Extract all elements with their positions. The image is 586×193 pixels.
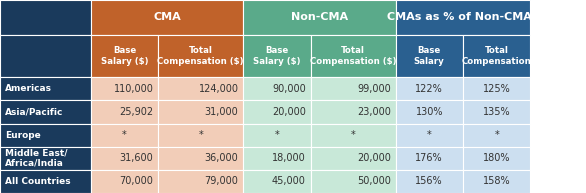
Text: 25,902: 25,902 — [120, 107, 154, 117]
Bar — [311, 147, 396, 170]
Bar — [396, 77, 463, 100]
Text: 124,000: 124,000 — [199, 84, 239, 94]
Text: *: * — [427, 130, 432, 140]
Bar — [91, 124, 158, 147]
Text: 156%: 156% — [415, 176, 443, 186]
Text: 130%: 130% — [415, 107, 443, 117]
Bar — [463, 35, 530, 77]
Text: *: * — [494, 130, 499, 140]
Text: Americas: Americas — [5, 84, 52, 93]
Bar — [463, 147, 530, 170]
Bar — [463, 170, 530, 193]
Text: 20,000: 20,000 — [357, 153, 391, 163]
Text: 79,000: 79,000 — [205, 176, 239, 186]
Bar — [0, 35, 91, 77]
Text: CMAs as % of Non-CMAs: CMAs as % of Non-CMAs — [387, 12, 539, 22]
Bar — [91, 77, 158, 100]
Text: *: * — [122, 130, 127, 140]
Bar — [243, 0, 396, 35]
Bar — [311, 170, 396, 193]
Text: Base
Salary: Base Salary — [414, 46, 445, 66]
Bar — [91, 170, 158, 193]
Text: *: * — [198, 130, 203, 140]
Text: 70,000: 70,000 — [120, 176, 154, 186]
Bar — [91, 35, 158, 77]
Text: Total
Compensation: Total Compensation — [462, 46, 532, 66]
Bar — [158, 170, 243, 193]
Bar — [0, 170, 91, 193]
Text: Middle East/
Africa/India: Middle East/ Africa/India — [5, 149, 67, 168]
Bar — [243, 147, 311, 170]
Bar — [243, 77, 311, 100]
Text: 23,000: 23,000 — [357, 107, 391, 117]
Bar — [463, 100, 530, 124]
Text: Base
Salary ($): Base Salary ($) — [101, 46, 148, 66]
Bar — [396, 124, 463, 147]
Bar — [91, 147, 158, 170]
Text: Non-CMA: Non-CMA — [291, 12, 348, 22]
Bar — [396, 0, 530, 35]
Bar — [158, 100, 243, 124]
Text: 31,600: 31,600 — [120, 153, 154, 163]
Text: 158%: 158% — [483, 176, 510, 186]
Text: 125%: 125% — [483, 84, 510, 94]
Text: Total
Compensation ($): Total Compensation ($) — [310, 46, 396, 66]
Text: *: * — [274, 130, 280, 140]
Bar — [396, 100, 463, 124]
Bar — [396, 35, 463, 77]
Text: Total
Compensation ($): Total Compensation ($) — [158, 46, 244, 66]
Text: Asia/Pacific: Asia/Pacific — [5, 108, 63, 116]
Text: Europe: Europe — [5, 131, 40, 140]
Bar — [311, 77, 396, 100]
Text: CMA: CMA — [153, 12, 181, 22]
Text: 18,000: 18,000 — [272, 153, 306, 163]
Bar — [311, 35, 396, 77]
Text: *: * — [350, 130, 356, 140]
Bar — [311, 100, 396, 124]
Text: 45,000: 45,000 — [272, 176, 306, 186]
Bar — [91, 0, 243, 35]
Bar — [243, 35, 311, 77]
Bar — [396, 170, 463, 193]
Text: 31,000: 31,000 — [205, 107, 239, 117]
Bar — [243, 170, 311, 193]
Bar — [158, 124, 243, 147]
Text: 135%: 135% — [483, 107, 510, 117]
Bar — [0, 0, 91, 35]
Bar — [311, 124, 396, 147]
Bar — [243, 100, 311, 124]
Bar — [243, 124, 311, 147]
Bar — [158, 77, 243, 100]
Bar — [0, 100, 91, 124]
Bar — [463, 124, 530, 147]
Bar — [0, 124, 91, 147]
Bar — [0, 77, 91, 100]
Bar — [158, 35, 243, 77]
Text: 20,000: 20,000 — [272, 107, 306, 117]
Bar — [91, 100, 158, 124]
Text: 180%: 180% — [483, 153, 510, 163]
Text: 99,000: 99,000 — [357, 84, 391, 94]
Text: 36,000: 36,000 — [205, 153, 239, 163]
Text: 176%: 176% — [415, 153, 443, 163]
Text: 110,000: 110,000 — [114, 84, 154, 94]
Bar — [463, 77, 530, 100]
Bar — [396, 147, 463, 170]
Text: 50,000: 50,000 — [357, 176, 391, 186]
Bar — [0, 147, 91, 170]
Text: 122%: 122% — [415, 84, 443, 94]
Text: 90,000: 90,000 — [272, 84, 306, 94]
Bar — [158, 147, 243, 170]
Text: All Countries: All Countries — [5, 177, 70, 186]
Text: Base
Salary ($): Base Salary ($) — [253, 46, 301, 66]
